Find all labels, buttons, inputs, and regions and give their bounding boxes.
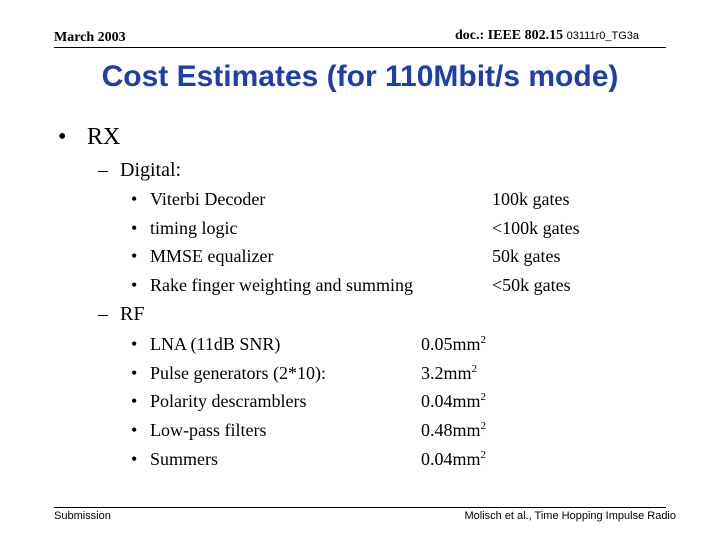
doc-number: 03111r0_TG3a [566,30,639,42]
footer-authors: Molisch et al., Time Hopping Impulse Rad… [464,510,676,522]
rf-item-value: 0.04mm2 [421,449,487,469]
header-rule [54,47,666,48]
doc-prefix: doc.: IEEE 802.15 [455,28,564,43]
slide-title: Cost Estimates (for 110Mbit/s mode) [101,60,619,93]
dash-icon: – [98,159,108,181]
bullet-icon: • [131,189,138,209]
bullet-icon: • [131,391,138,411]
bullet-icon: • [131,246,138,266]
footer-submission: Submission [54,510,111,522]
rf-item-name: Low-pass filters [150,420,267,440]
rf-item-value: 3.2mm2 [421,363,478,383]
digital-item-value: <100k gates [492,218,580,238]
rf-item-value: 0.04mm2 [421,391,487,411]
rf-item-value: 0.05mm2 [421,334,487,354]
digital-item-name: Viterbi Decoder [150,189,266,209]
rx-label: RX [87,124,121,150]
digital-label: Digital: [120,159,182,181]
rf-item-name: Summers [150,449,219,469]
bullet-icon: • [58,124,67,150]
bullet-icon: • [131,449,138,469]
bullet-icon: • [131,363,138,383]
digital-item-name: MMSE equalizer [150,246,274,266]
digital-item-name: Rake finger weighting and summing [150,275,413,295]
header-doc-id: doc.: IEEE 802.15 03111r0_TG3a [455,28,639,44]
digital-item-value: <50k gates [492,275,571,295]
bullet-icon: • [131,275,138,295]
digital-item-value: 50k gates [492,246,561,266]
rf-item-value: 0.48mm2 [421,420,487,440]
dash-icon: – [98,303,108,325]
header-date: March 2003 [54,30,126,45]
footer-rule [54,507,666,508]
rf-item-name: Pulse generators (2*10): [150,363,326,383]
bullet-icon: • [131,334,138,354]
bullet-icon: • [131,218,138,238]
bullet-icon: • [131,420,138,440]
rf-item-name: Polarity descramblers [150,391,307,411]
digital-item-value: 100k gates [492,189,570,209]
digital-item-name: timing logic [150,218,238,238]
rf-label: RF [120,303,145,325]
rf-item-name: LNA (11dB SNR) [150,334,281,354]
